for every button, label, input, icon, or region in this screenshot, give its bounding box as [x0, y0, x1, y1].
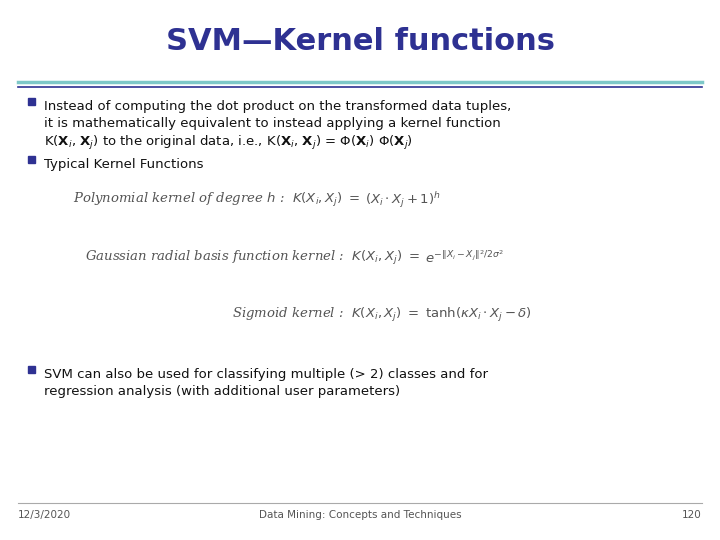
Text: $(X_i \cdot X_j + 1)^h$: $(X_i \cdot X_j + 1)^h$: [365, 190, 441, 210]
Bar: [28, 98, 35, 105]
Text: it is mathematically equivalent to instead applying a kernel function: it is mathematically equivalent to inste…: [44, 117, 500, 130]
Text: Typical Kernel Functions: Typical Kernel Functions: [44, 158, 204, 171]
Text: $\tanh(\kappa X_i \cdot X_j - \delta)$: $\tanh(\kappa X_i \cdot X_j - \delta)$: [425, 306, 532, 324]
Text: K($\mathbf{X}_i$, $\mathbf{X}_j$) to the original data, i.e., K($\mathbf{X}_i$, : K($\mathbf{X}_i$, $\mathbf{X}_j$) to the…: [44, 134, 413, 152]
Text: 120: 120: [683, 510, 702, 520]
Text: regression analysis (with additional user parameters): regression analysis (with additional use…: [44, 385, 400, 398]
Bar: [28, 156, 35, 163]
Text: Instead of computing the dot product on the transformed data tuples,: Instead of computing the dot product on …: [44, 100, 511, 113]
Text: $e^{-\|X_i - X_j\|^2/2\sigma^2}$: $e^{-\|X_i - X_j\|^2/2\sigma^2}$: [425, 249, 504, 266]
Text: SVM can also be used for classifying multiple (> 2) classes and for: SVM can also be used for classifying mul…: [44, 368, 488, 381]
Text: Polynomial kernel of degree $h$ :  $K(X_i, X_j)\ =\ $: Polynomial kernel of degree $h$ : $K(X_i…: [73, 191, 360, 209]
Text: 12/3/2020: 12/3/2020: [18, 510, 71, 520]
Text: SVM—Kernel functions: SVM—Kernel functions: [166, 28, 554, 57]
Text: Gaussian radial basis function kernel :  $K(X_i, X_j)\ =\ $: Gaussian radial basis function kernel : …: [85, 249, 420, 267]
Bar: [28, 366, 35, 373]
Text: Data Mining: Concepts and Techniques: Data Mining: Concepts and Techniques: [258, 510, 462, 520]
Text: Sigmoid kernel :  $K(X_i, X_j)\ =\ $: Sigmoid kernel : $K(X_i, X_j)\ =\ $: [233, 306, 420, 324]
